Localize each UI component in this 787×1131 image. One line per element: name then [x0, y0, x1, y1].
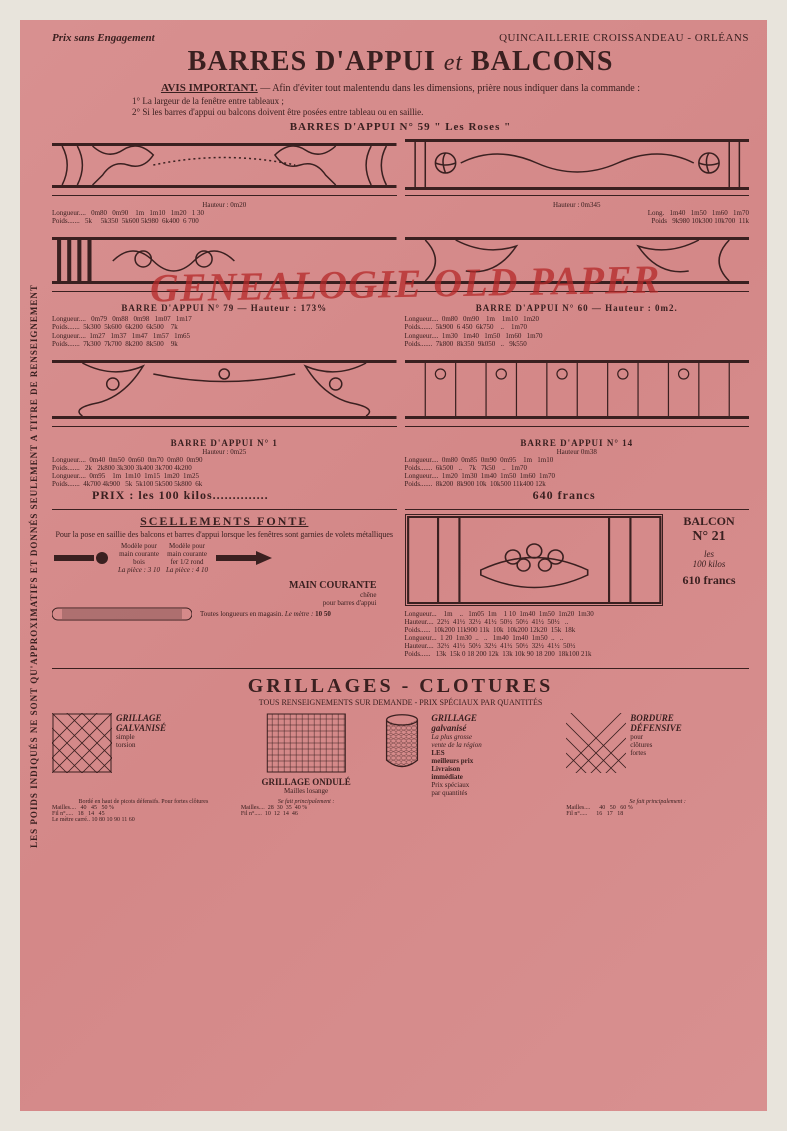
grill1-data-block: Bordé en haut de picots défensifs. Pour … — [52, 799, 235, 823]
barre1-illus — [52, 354, 397, 427]
title-part1: BARRES D'APPUI — [188, 46, 436, 77]
barre14-illus — [405, 354, 750, 427]
balcon-num: N° 21 — [669, 529, 749, 545]
grill-data-row: Bordé en haut de picots défensifs. Pour … — [52, 799, 749, 823]
grill4-illus — [566, 713, 626, 773]
header-left: Prix sans Engagement — [52, 32, 155, 44]
barre79-data: Longueur.... 0m79 0m88 0m98 1m07 1m17 Po… — [52, 315, 397, 347]
grill4-title2: DÉFENSIVE — [630, 723, 682, 733]
avis-text: — Afin d'éviter tout malentendu dans les… — [260, 83, 640, 94]
avis-block: AVIS IMPORTANT. — Afin d'éviter tout mal… — [52, 82, 749, 117]
grill-item4: BORDURE DÉFENSIVE pour clôtures fortes — [566, 713, 749, 775]
catalog-page: LES POIDS INDIQUÉS NE SONT QU'APPROXIMAT… — [20, 20, 767, 1111]
scell-model2-illus — [214, 547, 274, 569]
mc-bar-illus — [52, 607, 192, 621]
scell-title: SCELLEMENTS FONTE — [52, 514, 397, 529]
barre14-col: BARRE D'APPUI N° 14 Hauteur 0m38 Longueu… — [405, 354, 750, 488]
mc-note-price: Toutes longueurs en magasin. Le mètre : … — [200, 610, 331, 618]
title-et: et — [444, 50, 463, 76]
balcon21-block: BALCON N° 21 les 100 kilos 610 francs Lo… — [405, 509, 750, 658]
scell-model1-illus — [52, 547, 112, 569]
mc-sub1: chêne — [52, 591, 377, 599]
barre1-hauteur: Hauteur : 0m25 — [52, 448, 397, 456]
barre59-right-hauteur: Hauteur : 0m345 — [405, 201, 750, 209]
avis-item1: 1° La largeur de la fenêtre entre tablea… — [132, 96, 749, 107]
scell-balcon-row: SCELLEMENTS FONTE Pour la pose en sailli… — [52, 503, 749, 658]
scellements-block: SCELLEMENTS FONTE Pour la pose en sailli… — [52, 509, 397, 658]
grill3-title1: GRILLAGE — [431, 713, 481, 723]
barre79-title: BARRE D'APPUI N° 79 — Hauteur : 173% — [52, 303, 397, 313]
barre1-data: Longueur.... 0m40 0m50 0m60 0m70 0m80 0m… — [52, 456, 397, 488]
barre59-row: Hauteur : 0m20 Longueur.... 0m80 0m90 1m… — [52, 135, 749, 225]
barre14-data: Longueur.... 0m80 0m85 0m90 0m95 1m 1m10… — [405, 456, 750, 488]
barre60-illus — [405, 231, 750, 292]
main-title: BARRES D'APPUI et BALCONS — [52, 46, 749, 78]
grill3-title2: galvanisé — [431, 723, 481, 733]
grill1-illus — [52, 713, 112, 773]
grillages-block: GRILLAGES - CLOTURES TOUS RENSEIGNEMENTS… — [52, 668, 749, 823]
main-courante-block: MAIN COURANTE chêne pour barres d'appui … — [52, 580, 397, 621]
balcon-price: 610 francs — [669, 573, 749, 588]
balcon-label: BALCON — [669, 514, 749, 529]
grill1-title1: GRILLAGE — [116, 713, 166, 723]
barre59-right-illus — [405, 135, 750, 196]
grill3-illus — [377, 713, 427, 773]
prix-100-line: PRIX : les 100 kilos.............. 640 f… — [52, 488, 749, 503]
barre14-title: BARRE D'APPUI N° 14 — [405, 438, 750, 448]
title-part2: BALCONS — [471, 46, 613, 77]
barre14-hauteur: Hauteur 0m38 — [405, 448, 750, 456]
avis-label: AVIS IMPORTANT. — [161, 82, 258, 94]
barre79-col: BARRE D'APPUI N° 79 — Hauteur : 173% Lon… — [52, 231, 397, 347]
balcon21-illus — [405, 514, 664, 606]
barre59-left: Hauteur : 0m20 Longueur.... 0m80 0m90 1m… — [52, 135, 397, 225]
barre1-14-row: BARRE D'APPUI N° 1 Hauteur : 0m25 Longue… — [52, 354, 749, 488]
grill-title: GRILLAGES - CLOTURES — [52, 675, 749, 698]
avis-items: 1° La largeur de la fenêtre entre tablea… — [132, 96, 749, 118]
barre59-left-illus — [52, 135, 397, 196]
barre59-right: Hauteur : 0m345 Long. 1m40 1m50 1m60 1m7… — [405, 135, 750, 225]
scell-models: Modèle pour main courante bois La pièce … — [52, 542, 397, 574]
grill-item2: GRILLAGE ONDULÉ Mailles losange — [241, 713, 372, 795]
prix-value: 640 francs — [533, 488, 596, 502]
header-right: QUINCAILLERIE CROISSANDEAU - ORLÉANS — [499, 32, 749, 44]
scell-text: Pour la pose en saillie des balcons et b… — [52, 531, 397, 540]
mc-row: Toutes longueurs en magasin. Le mètre : … — [52, 607, 397, 621]
balcon21-top: BALCON N° 21 les 100 kilos 610 francs — [405, 514, 750, 606]
side-disclaimer: LES POIDS INDIQUÉS NE SONT QU'APPROXIMAT… — [29, 66, 39, 1066]
barre1-col: BARRE D'APPUI N° 1 Hauteur : 0m25 Longue… — [52, 354, 397, 488]
barre79-60-row: BARRE D'APPUI N° 79 — Hauteur : 173% Lon… — [52, 231, 749, 347]
grill-sub: TOUS RENSEIGNEMENTS SUR DEMANDE - PRIX S… — [52, 698, 749, 707]
header-row: Prix sans Engagement QUINCAILLERIE CROIS… — [52, 32, 749, 44]
grill-item1: GRILLAGE GALVANISÉ simple torsion — [52, 713, 235, 775]
mc-title: MAIN COURANTE — [52, 580, 377, 591]
barre1-title: BARRE D'APPUI N° 1 — [52, 438, 397, 448]
barre59-left-hauteur: Hauteur : 0m20 — [52, 201, 397, 209]
grill2-data-block: Se fait principalement : Mailles.... 28 … — [241, 799, 372, 817]
scell-model2-text: Modèle pour main courante fer 1/2 rond L… — [166, 542, 208, 574]
barre60-title: BARRE D'APPUI N° 60 — Hauteur : 0m2. — [405, 303, 750, 313]
grill-item3: GRILLAGE galvanisé La plus grosse vente … — [377, 713, 560, 797]
grill4-data-block: Se fait principalement : Mailles.... 40 … — [566, 799, 749, 817]
barre59-left-data: Longueur.... 0m80 0m90 1m 1m10 1m20 1 30… — [52, 209, 397, 225]
grill4-title1: BORDURE — [630, 713, 682, 723]
avis-item2: 2° Si les barres d'appui ou balcons doiv… — [132, 107, 749, 118]
barre60-col: BARRE D'APPUI N° 60 — Hauteur : 0m2. Lon… — [405, 231, 750, 347]
barre59-title: BARRES D'APPUI N° 59 " Les Roses " — [52, 121, 749, 133]
scell-model1-text: Modèle pour main courante bois La pièce … — [118, 542, 160, 574]
grill2-illus — [241, 713, 372, 773]
prix-label: PRIX : les 100 kilos — [92, 488, 213, 502]
barre79-illus — [52, 231, 397, 292]
balcon21-data: Longueur... 1m .. 1m05 1m 1 10 1m40 1m50… — [405, 610, 750, 658]
grill2-title: GRILLAGE ONDULÉ — [241, 777, 372, 787]
barre59-right-data: Long. 1m40 1m50 1m60 1m70 Poids 9k980 10… — [405, 209, 750, 225]
mc-sub2: pour barres d'appui — [52, 599, 377, 607]
grill-row: GRILLAGE GALVANISÉ simple torsion GRILLA… — [52, 713, 749, 797]
barre60-data: Longueur.... 0m80 0m90 1m 1m10 1m20 Poid… — [405, 315, 750, 347]
grill1-title2: GALVANISÉ — [116, 723, 166, 733]
balcon21-right: BALCON N° 21 les 100 kilos 610 francs — [669, 514, 749, 606]
